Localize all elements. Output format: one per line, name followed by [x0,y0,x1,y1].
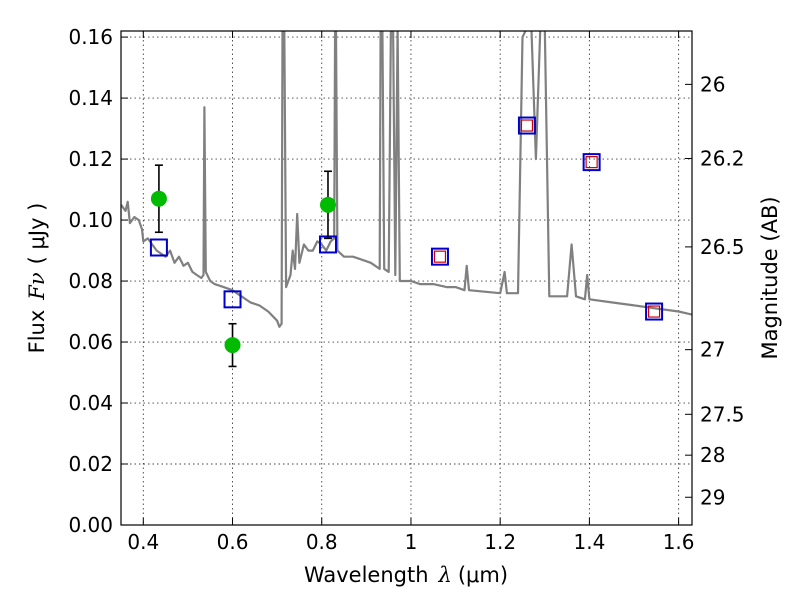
synthetic-flux-inner-marker [433,250,447,263]
synthetic-flux-inner-marker [585,156,598,169]
y2-axis-title: Magnitude (AB) [758,196,782,359]
synthetic-flux-marker [645,302,664,321]
y2-tick-label: 26 [700,72,725,96]
y-axis-title: FluxFν( μJy ) [25,203,49,354]
y2-tick-label: 26.5 [700,235,745,259]
y2-tick-label: 27.5 [700,402,745,426]
model-spectrum-line [121,31,692,328]
x-axis-title: Wavelength λ (μm) [304,563,508,587]
observed-flux-point [224,337,241,354]
y-tick-label: 0.10 [68,208,113,232]
y2-tick-label: 26.2 [700,146,745,170]
x-tick-label: 1.2 [484,530,516,554]
x-tick-label: 1.6 [663,530,695,554]
y-tick-label: 0.02 [68,452,113,476]
synthetic-flux-marker [149,238,168,257]
y2-tick-label: 28 [700,443,725,467]
x-tick-label: 0.4 [127,530,159,554]
observed-flux-point [319,196,336,213]
synthetic-flux-inner-marker [647,305,661,318]
tick-layer: 0.4 0.6 0.8 1 1.2 1.4 1.6 0.00 0.02 0.04 0.06 0.08 0… [68,25,744,554]
y2-tick-label: 29 [700,485,725,509]
y-tick-label: 0.04 [68,391,113,415]
synthetic-flux-marker [517,116,536,135]
plot-frame [120,30,693,526]
x-tick-label: 1.4 [573,530,605,554]
data-layer [121,31,692,328]
observed-flux-point [150,190,167,207]
grid-layer [121,31,692,526]
synthetic-flux-marker [223,290,242,309]
y-tick-label: 0.12 [68,147,113,171]
y-tick-label: 0.00 [68,513,113,537]
y2-tick-label: 27 [700,338,725,362]
synthetic-flux-marker [582,153,601,172]
marker-layer [149,116,664,368]
y-tick-label: 0.06 [68,330,113,354]
y-tick-label: 0.14 [68,86,113,110]
x-tick-label: 0.8 [306,530,338,554]
y-tick-label: 0.16 [68,25,113,49]
x-tick-label: 1 [405,530,418,554]
y-tick-label: 0.08 [68,269,113,293]
synthetic-flux-marker [430,247,449,266]
synthetic-flux-inner-marker [520,119,534,132]
x-tick-label: 0.6 [217,530,249,554]
